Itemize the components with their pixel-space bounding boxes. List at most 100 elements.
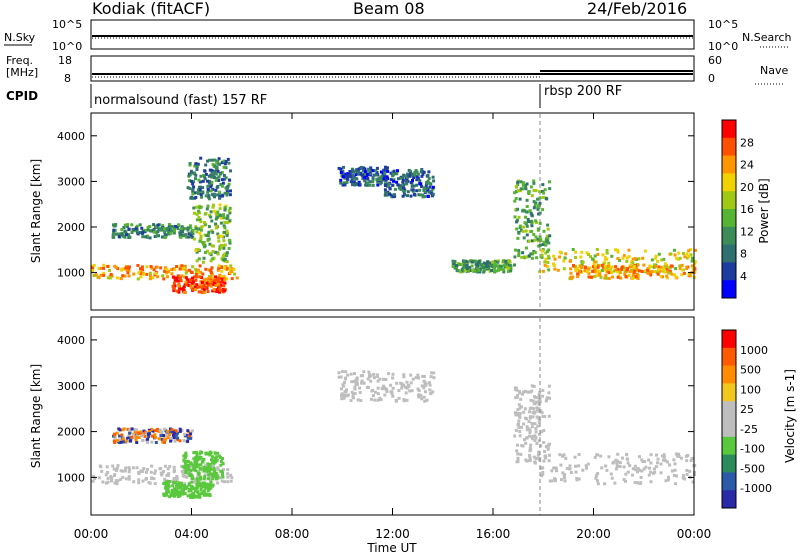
scatter-cell bbox=[423, 195, 427, 199]
scatter-cell bbox=[215, 455, 219, 459]
scatter-cell bbox=[384, 166, 388, 170]
scatter-cell bbox=[137, 481, 141, 485]
scatter-cell bbox=[160, 430, 164, 434]
scatter-cell bbox=[191, 189, 195, 193]
scatter-cell bbox=[687, 255, 691, 258]
scatter-cell bbox=[591, 257, 594, 261]
scatter-cell bbox=[204, 212, 208, 215]
scatter-cell bbox=[195, 483, 199, 486]
scatter-cell bbox=[627, 274, 631, 277]
scatter-cell bbox=[548, 396, 552, 400]
scatter-cell bbox=[223, 220, 227, 224]
scatter-cell bbox=[525, 210, 529, 214]
scatter-cell bbox=[568, 259, 572, 263]
scatter-cell bbox=[518, 391, 522, 395]
scatter-cell bbox=[210, 284, 213, 288]
scatter-cell bbox=[167, 490, 171, 494]
scatter-cell bbox=[409, 181, 413, 184]
scatter-cell bbox=[426, 188, 430, 192]
scatter-cell bbox=[214, 226, 218, 230]
scatter-cell bbox=[372, 394, 375, 398]
scatter-cell bbox=[528, 456, 532, 460]
scatter-cell bbox=[530, 422, 534, 425]
scatter-cell bbox=[638, 468, 642, 472]
scatter-cell bbox=[223, 226, 227, 230]
scatter-cell bbox=[623, 266, 627, 270]
scatter-cell bbox=[376, 183, 380, 187]
scatter-cell bbox=[119, 477, 123, 481]
scatter-cell bbox=[170, 479, 173, 483]
colorbar-segment bbox=[722, 347, 736, 367]
scatter-cell bbox=[527, 190, 531, 194]
scatter-cell bbox=[598, 273, 602, 277]
scatter-cell bbox=[547, 414, 551, 418]
scatter-cell bbox=[141, 231, 145, 235]
scatter-cell bbox=[188, 493, 192, 497]
scatter-cell bbox=[218, 203, 222, 207]
scatter-cell bbox=[92, 263, 96, 267]
scatter-cell bbox=[217, 178, 221, 182]
scatter-cell bbox=[563, 256, 567, 260]
scatter-cell bbox=[188, 472, 192, 476]
scatter-cell bbox=[162, 434, 165, 437]
scatter-cell bbox=[102, 273, 106, 277]
scatter-cell bbox=[208, 279, 212, 283]
scatter-cell bbox=[217, 288, 221, 292]
scatter-cell bbox=[421, 195, 425, 199]
scatter-cell bbox=[229, 169, 232, 173]
scatter-cell bbox=[631, 273, 635, 277]
scatter-cell bbox=[416, 176, 420, 180]
scatter-cell bbox=[199, 477, 203, 481]
scatter-cell bbox=[212, 461, 216, 465]
scatter-cell bbox=[618, 461, 622, 465]
scatter-cell bbox=[144, 235, 148, 239]
scatter-cell bbox=[229, 479, 233, 483]
scatter-cell bbox=[545, 265, 549, 268]
scatter-cell bbox=[514, 185, 518, 189]
scatter-cell bbox=[376, 379, 380, 383]
scatter-cell bbox=[99, 273, 103, 277]
scatter-cell bbox=[525, 436, 529, 439]
scatter-cell bbox=[141, 479, 145, 483]
scatter-cell bbox=[427, 177, 431, 180]
scatter-cell bbox=[355, 376, 359, 380]
scatter-cell bbox=[404, 391, 408, 395]
scatter-cell bbox=[420, 384, 424, 388]
scatter-cell bbox=[113, 474, 116, 477]
scatter-cell bbox=[541, 389, 545, 392]
scatter-cell bbox=[676, 257, 680, 261]
scatter-cell bbox=[211, 483, 215, 487]
scatter-cell bbox=[177, 284, 181, 288]
scatter-cell bbox=[690, 264, 694, 268]
scatter-cell bbox=[550, 469, 554, 473]
scatter-cell bbox=[136, 433, 140, 437]
scatter-cell bbox=[538, 243, 542, 247]
nsky-strip-frame bbox=[90, 19, 695, 50]
scatter-cell bbox=[127, 475, 131, 479]
scatter-cell bbox=[562, 267, 566, 271]
scatter-cell bbox=[198, 455, 201, 459]
x-tick-label: 08:00 bbox=[275, 527, 310, 541]
scatter-cell bbox=[673, 248, 676, 252]
scatter-cell bbox=[139, 272, 143, 276]
scatter-cell bbox=[194, 162, 198, 166]
scatter-cell bbox=[548, 187, 552, 191]
scatter-cell bbox=[635, 265, 639, 269]
scatter-cell bbox=[197, 473, 201, 477]
scatter-cell bbox=[187, 284, 191, 287]
scatter-cell bbox=[164, 437, 168, 441]
scatter-cell bbox=[416, 172, 420, 176]
scatter-cell bbox=[212, 176, 216, 179]
scatter-cell bbox=[205, 207, 209, 211]
scatter-cell bbox=[480, 266, 484, 270]
scatter-cell bbox=[607, 271, 611, 275]
scatter-cell bbox=[209, 189, 213, 193]
scatter-cell bbox=[568, 467, 572, 471]
scatter-cell bbox=[515, 395, 519, 399]
scatter-cell bbox=[611, 461, 615, 465]
colorbar-tick-label: 500 bbox=[740, 364, 761, 377]
scatter-cell bbox=[540, 411, 544, 415]
freq-tick-top: 18 bbox=[58, 54, 72, 67]
scatter-cell bbox=[528, 453, 531, 457]
scatter-cell bbox=[137, 471, 141, 474]
